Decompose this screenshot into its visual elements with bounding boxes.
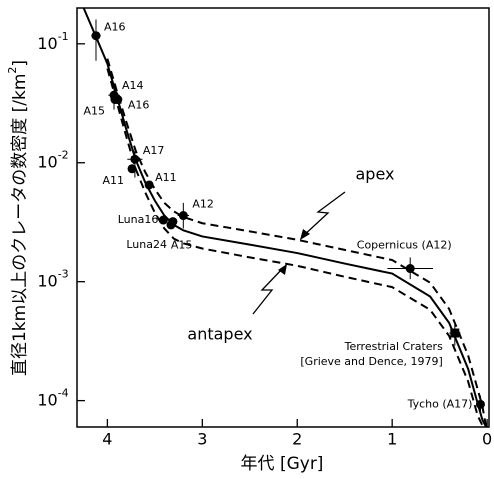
point-label: A12 bbox=[192, 198, 214, 211]
y-tick-exponent: -2 bbox=[58, 149, 69, 162]
model-curve bbox=[82, 8, 488, 427]
point-label: A15 bbox=[171, 239, 193, 252]
y-axis-title: 直径1km以上のクレータの数密度 [/km2] bbox=[6, 60, 30, 376]
y-tick-base: 10 bbox=[37, 271, 57, 290]
y-tick-label: 10-4 bbox=[37, 387, 68, 410]
y-tick-label: 10-1 bbox=[37, 30, 68, 53]
data-point bbox=[91, 31, 101, 41]
point-label: Luna16 bbox=[118, 213, 159, 226]
point-label: A16 bbox=[104, 21, 126, 34]
data-point bbox=[144, 180, 154, 190]
point-label: A16 bbox=[128, 99, 150, 112]
point-label: A14 bbox=[122, 79, 144, 92]
data-point bbox=[158, 215, 168, 225]
y-tick-exponent: -4 bbox=[58, 387, 69, 400]
data-point bbox=[475, 399, 485, 409]
data-point bbox=[168, 217, 178, 227]
y-tick-base: 10 bbox=[37, 152, 57, 171]
x-tick-label: 2 bbox=[292, 430, 302, 449]
point-note: [Grieve and Dence, 1979] bbox=[300, 355, 442, 368]
x-tick-label: 4 bbox=[102, 430, 112, 449]
annotation: antapex bbox=[187, 325, 252, 344]
y-axis-title-end: ] bbox=[10, 60, 30, 67]
y-tick-exponent: -1 bbox=[58, 30, 69, 43]
y-tick-exponent: -3 bbox=[58, 268, 69, 281]
data-point bbox=[110, 95, 120, 105]
antapex-arrow bbox=[252, 266, 285, 315]
y-tick-label: 10-2 bbox=[37, 149, 68, 172]
data-point bbox=[450, 328, 460, 338]
point-label: Copernicus (A12) bbox=[357, 239, 452, 252]
point-label: Terrestrial Craters bbox=[344, 340, 443, 353]
arrow-head bbox=[278, 264, 287, 275]
y-axis-title-main: 直径1km以上のクレータの数密度 [/km bbox=[10, 74, 30, 376]
point-label: A11 bbox=[155, 171, 177, 184]
data-point bbox=[405, 264, 415, 274]
point-label: A15 bbox=[83, 105, 105, 118]
point-label: A17 bbox=[143, 144, 165, 157]
apex-arrow bbox=[301, 191, 346, 238]
annotation: apex bbox=[356, 165, 395, 184]
x-tick-label: 3 bbox=[197, 430, 207, 449]
data-point bbox=[130, 154, 140, 164]
model-curve bbox=[106, 58, 488, 427]
plot-frame bbox=[76, 7, 490, 428]
point-label: Luna24 bbox=[126, 238, 167, 251]
y-tick-base: 10 bbox=[37, 33, 57, 52]
y-tick-base: 10 bbox=[37, 390, 57, 409]
point-label: Tycho (A17) bbox=[407, 397, 473, 410]
x-axis-title: 年代 [Gyr] bbox=[241, 454, 324, 474]
x-tick-label: 1 bbox=[387, 430, 397, 449]
y-tick-label: 10-3 bbox=[37, 268, 68, 291]
data-point bbox=[127, 164, 137, 174]
point-label: A11 bbox=[103, 174, 125, 187]
x-tick-label: 0 bbox=[482, 430, 492, 449]
y-axis-title-sup: 2 bbox=[6, 67, 19, 74]
arrow-head bbox=[300, 229, 310, 240]
data-point bbox=[178, 211, 188, 221]
